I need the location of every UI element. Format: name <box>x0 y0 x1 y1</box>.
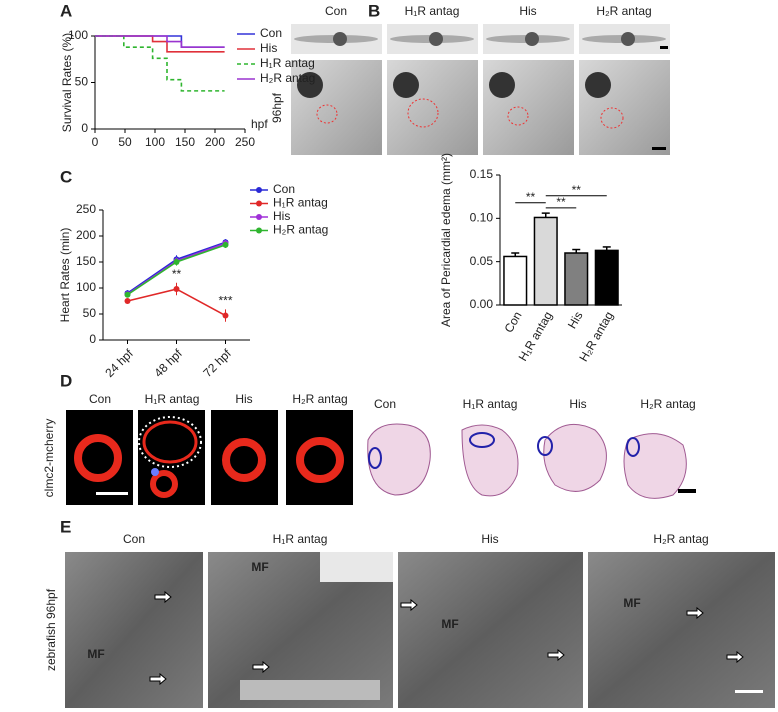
legend-label: H₂R antag <box>260 71 315 85</box>
column-label: Con <box>325 4 347 18</box>
legend-label: H₁R antag <box>273 196 328 210</box>
x-tick-label: 72 hpf <box>200 346 234 380</box>
bar <box>533 216 558 306</box>
panel-label: C <box>60 167 72 186</box>
larva-row <box>291 24 670 54</box>
row-label: 96hpf <box>270 92 284 123</box>
annotation: ** <box>572 183 582 197</box>
row-label: clmc2-mcherry <box>42 419 56 498</box>
legend-marker <box>256 187 262 193</box>
fluorescence <box>66 410 353 505</box>
marker-label: MF <box>441 617 458 631</box>
series-line <box>95 35 225 53</box>
legend-marker <box>256 227 262 234</box>
x-tick-label: 50 <box>118 135 132 149</box>
panel-label: A <box>60 1 72 20</box>
point <box>124 298 131 304</box>
x-tick-label: 100 <box>145 135 165 149</box>
legend-marker <box>256 200 262 207</box>
row-label: zebrafish 96hpf <box>44 588 58 671</box>
legend-label: Con <box>273 182 295 196</box>
bar <box>564 252 589 306</box>
y-tick-label: 0.00 <box>470 297 494 311</box>
point <box>222 241 229 248</box>
y-tick-label: 200 <box>76 228 96 242</box>
point <box>173 286 180 293</box>
y-tick-label: 50 <box>83 306 97 320</box>
marker-label: MF <box>251 560 268 574</box>
x-tick-label: 200 <box>205 135 225 149</box>
bar <box>594 249 619 306</box>
panel-label: D <box>60 371 72 390</box>
annotation: ** <box>172 267 182 281</box>
heart-row <box>291 60 670 155</box>
annotation: *** <box>218 293 232 307</box>
point <box>124 291 131 298</box>
y-tick-label: 100 <box>76 280 96 294</box>
y-axis-label: Survival Rates (%) <box>60 33 74 132</box>
legend-label: Con <box>260 26 282 40</box>
column-label: H₁R antag <box>405 4 460 18</box>
marker-label: MF <box>623 596 640 610</box>
legend-marker <box>256 214 262 220</box>
y-axis-label: Area of Pericardial edema (mm²) <box>439 153 453 327</box>
point <box>222 312 229 319</box>
bar <box>503 255 528 306</box>
legend-label: H₁R antag <box>260 56 315 70</box>
column-label: Con <box>374 397 396 411</box>
x-tick-label: Con <box>501 309 524 335</box>
column-label: H₂R antag <box>292 392 347 406</box>
series-line <box>95 35 225 48</box>
y-tick-label: 0.05 <box>470 254 494 268</box>
column-label: His <box>519 4 536 18</box>
column-label: H₁R antag <box>463 397 518 411</box>
histology <box>367 423 696 499</box>
legend-label: His <box>273 209 290 223</box>
legend-label: H₂R antag <box>273 223 328 237</box>
x-tick-label: 0 <box>92 135 99 149</box>
y-tick-label: 100 <box>68 28 88 42</box>
column-label: His <box>569 397 586 411</box>
column-label: H₁R antag <box>273 532 328 546</box>
images <box>65 24 775 708</box>
y-axis-label: Heart Rates (min) <box>58 228 72 323</box>
y-tick-label: 0 <box>89 332 96 346</box>
annotation: ** <box>556 195 566 209</box>
column-label: Con <box>89 392 111 406</box>
point <box>173 259 180 265</box>
column-label: H₂R antag <box>640 397 695 411</box>
x-tick-label: His <box>565 309 586 331</box>
x-tick-label: 250 <box>235 135 255 149</box>
x-axis-label: hpf <box>251 117 268 131</box>
column-label: His <box>481 532 498 546</box>
y-tick-label: 150 <box>76 254 96 268</box>
y-tick-label: 0.15 <box>470 167 494 181</box>
y-tick-label: 0.10 <box>470 211 494 225</box>
x-tick-label: 24 hpf <box>102 346 136 380</box>
y-tick-label: 250 <box>76 202 96 216</box>
panel-label: E <box>60 517 71 536</box>
column-label: H₁R antag <box>145 392 200 406</box>
marker-label: MF <box>87 647 104 661</box>
series-line <box>95 35 225 92</box>
legend-label: His <box>260 41 277 55</box>
y-tick-label: 0 <box>81 121 88 135</box>
x-tick-label: 48 hpf <box>151 346 185 380</box>
electron-micrographs <box>65 552 775 708</box>
annotation: ** <box>526 190 536 204</box>
column-label: Con <box>123 532 145 546</box>
column-label: H₂R antag <box>596 4 651 18</box>
x-tick-label: 150 <box>175 135 195 149</box>
y-tick-label: 50 <box>75 75 89 89</box>
column-label: His <box>235 392 252 406</box>
column-label: H₂R antag <box>653 532 708 546</box>
panel-label: B <box>368 1 380 20</box>
